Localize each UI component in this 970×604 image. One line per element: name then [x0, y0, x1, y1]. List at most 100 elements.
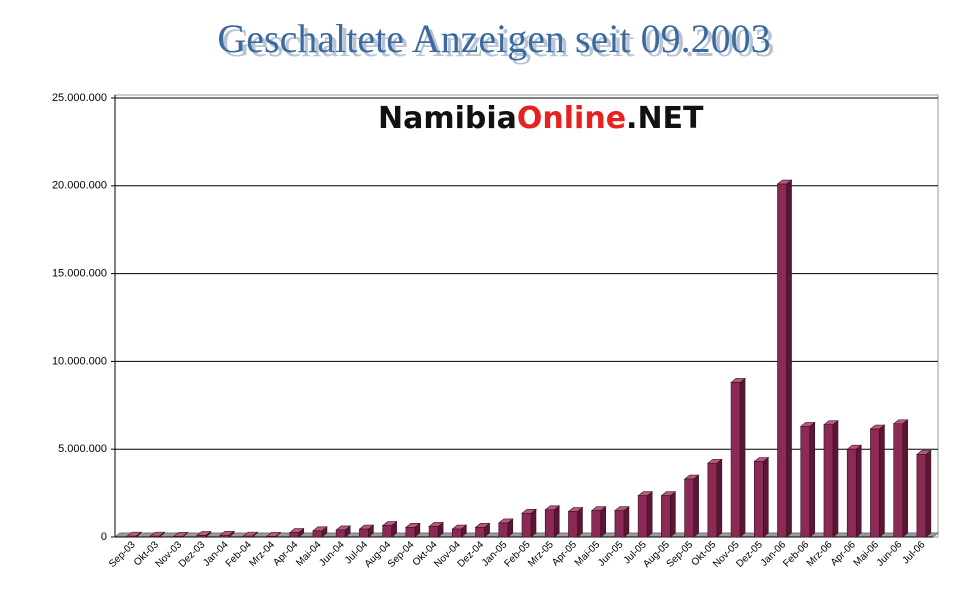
bar-face: [553, 505, 560, 538]
bar-face: [823, 424, 834, 538]
chart-title-shadow: Geschaltete Anzeigen seit 09.2003: [221, 20, 774, 65]
bar: [428, 521, 444, 538]
bar: [660, 491, 677, 538]
x-tick-label: Jun-05: [596, 539, 626, 569]
bar-face: [637, 495, 648, 538]
bar-face: [870, 428, 880, 538]
bar: [172, 531, 189, 538]
y-tick-label: 10.000.000: [52, 355, 107, 367]
y-tick-label: 15.000.000: [52, 268, 107, 280]
bar-face: [577, 506, 583, 538]
bar: [126, 531, 142, 538]
bar-face: [428, 526, 439, 538]
bar-face: [242, 535, 253, 538]
x-tick-label: Sep-03: [107, 539, 138, 570]
bar-face: [925, 449, 932, 538]
bar: [916, 449, 932, 538]
bar: [195, 530, 212, 538]
bar: [730, 377, 746, 538]
bar: [706, 458, 723, 538]
x-tick-label: Dez-04: [456, 539, 487, 570]
bar: [451, 524, 468, 538]
bar: [892, 419, 909, 538]
bar: [544, 505, 561, 538]
bar-face: [916, 454, 927, 538]
bar-face: [716, 458, 723, 538]
bar-face: [521, 512, 532, 538]
bar-face: [730, 382, 741, 538]
bar: [869, 424, 886, 538]
bar: [219, 530, 235, 538]
bar-face: [753, 461, 764, 538]
bar-face: [544, 509, 555, 538]
bar-face: [312, 530, 323, 538]
bar-face: [777, 183, 787, 538]
bar: [381, 520, 398, 538]
logo-part: .NET: [626, 101, 704, 136]
bar-face: [800, 426, 811, 538]
bar-face: [661, 495, 671, 538]
bar: [637, 491, 653, 538]
bar-face: [196, 535, 207, 538]
bar: [312, 526, 328, 538]
bar-face: [498, 522, 509, 538]
bar-face: [809, 421, 816, 538]
bar: [521, 508, 537, 538]
bar-face: [623, 506, 630, 538]
bar-face: [126, 535, 137, 538]
y-tick-label: 25.000.000: [52, 92, 107, 104]
bar-face: [382, 525, 392, 538]
bar-face: [855, 444, 862, 538]
bar: [497, 518, 514, 538]
logo-part: Namibia: [378, 101, 517, 136]
x-tick-label: Dez-05: [734, 539, 765, 570]
bar: [614, 506, 630, 538]
bar-face: [739, 377, 746, 538]
y-tick-label: 5.000.000: [58, 443, 107, 455]
bar: [405, 522, 421, 538]
bar: [753, 456, 770, 538]
bar-face: [707, 462, 718, 538]
bar-face: [452, 528, 462, 538]
bar-face: [150, 535, 160, 538]
x-tick-label: Jul-06: [900, 539, 927, 566]
bar: [358, 524, 375, 538]
bar: [590, 506, 607, 538]
bar-face: [289, 532, 300, 538]
bar-face: [173, 536, 183, 538]
x-tick-label: Mrz-06: [805, 539, 835, 569]
bar-face: [879, 424, 885, 538]
chart-title: Geschaltete Anzeigen seit 09.2003: [217, 16, 770, 61]
bar-face: [670, 491, 676, 538]
x-tick-label: Mrz-05: [526, 539, 556, 569]
bar-face: [684, 478, 694, 538]
logo-part: Online: [517, 101, 626, 136]
logo: NamibiaOnline.NET: [378, 101, 704, 136]
bar: [265, 531, 282, 538]
y-tick-label: 20.000.000: [52, 180, 107, 192]
bar: [335, 525, 352, 538]
x-tick-label: Dez-03: [177, 539, 208, 570]
bar: [567, 506, 584, 538]
bar-face: [219, 534, 230, 538]
x-tick-label: Sep-05: [665, 539, 696, 570]
bar-face: [359, 528, 369, 538]
x-tick-label: Jun-04: [317, 539, 347, 569]
x-tick-label: Sep-04: [386, 539, 417, 570]
bar-face: [266, 536, 276, 538]
bar-face: [786, 179, 792, 538]
bar-face: [530, 508, 537, 538]
bar: [776, 179, 793, 538]
bar: [846, 444, 863, 538]
bar-face: [335, 529, 346, 538]
bar-face: [614, 510, 625, 538]
bar-face: [902, 419, 908, 538]
bar: [823, 419, 839, 538]
bar-face: [568, 511, 578, 538]
bar-face: [591, 510, 601, 538]
bar-face: [832, 419, 839, 538]
bar-face: [405, 527, 416, 538]
bar-face: [846, 448, 857, 538]
